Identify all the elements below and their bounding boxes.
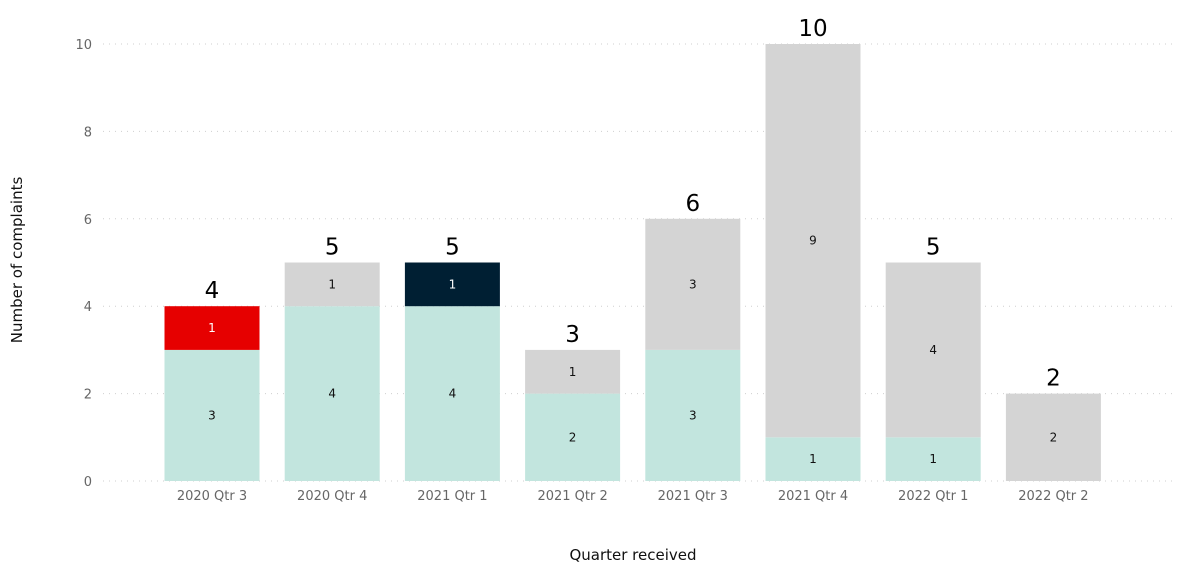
- segment-value-label: 3: [689, 408, 697, 422]
- x-axis-title: Quarter received: [569, 546, 696, 562]
- bar-total-label: 5: [445, 235, 460, 261]
- x-axis-ticks: 2020 Qtr 3 2020 Qtr 4 2021 Qtr 1 2021 Qtr 2…: [177, 489, 1089, 504]
- bar-total-label: 4: [205, 278, 220, 304]
- bar-total-label: 5: [926, 235, 941, 261]
- bar-total-label: 10: [798, 16, 827, 42]
- segment-value-label: 1: [208, 321, 216, 335]
- bar-segment: [164, 349, 260, 481]
- x-tick-label: 2021 Qtr 2: [537, 489, 607, 504]
- bar-segment: [645, 218, 741, 350]
- segment-value-label: 2: [569, 430, 577, 444]
- segment-value-label: 1: [569, 365, 577, 379]
- segment-value-label: 2: [1050, 430, 1058, 444]
- y-tick-label: 8: [84, 125, 92, 140]
- y-tick-label: 4: [84, 300, 92, 315]
- bar-segment: [284, 306, 380, 481]
- gridlines: [103, 43, 1177, 482]
- segment-value-label: 4: [449, 387, 457, 401]
- segment-value-label: 4: [929, 343, 937, 357]
- y-tick-label: 10: [75, 38, 92, 53]
- y-tick-label: 2: [84, 388, 92, 403]
- y-axis-title: Number of complaints: [8, 177, 26, 344]
- x-tick-label: 2021 Qtr 3: [658, 489, 728, 504]
- bar-segment: [765, 437, 861, 481]
- bar-total-label: 2: [1046, 366, 1061, 392]
- x-tick-label: 2021 Qtr 4: [778, 489, 848, 504]
- bar-segment: [885, 437, 981, 481]
- x-tick-label: 2020 Qtr 3: [177, 489, 247, 504]
- bar-segment: [645, 349, 741, 481]
- segment-value-label: 1: [328, 277, 336, 291]
- bar-segment: [404, 306, 500, 481]
- segment-value-label: 4: [328, 387, 336, 401]
- segment-value-label: 3: [689, 277, 697, 291]
- segment-value-label: 1: [449, 277, 457, 291]
- x-tick-label: 2022 Qtr 1: [898, 489, 968, 504]
- x-tick-label: 2022 Qtr 2: [1018, 489, 1088, 504]
- segment-value-label: 1: [929, 452, 937, 466]
- segment-value-label: 1: [809, 452, 817, 466]
- bar-segment: [1005, 393, 1101, 481]
- y-axis-ticks: 0 2 4 6 8 10: [75, 38, 92, 490]
- x-tick-label: 2020 Qtr 4: [297, 489, 367, 504]
- bar-segment: [525, 349, 621, 394]
- y-tick-label: 6: [84, 213, 92, 228]
- y-tick-label: 0: [84, 475, 92, 490]
- bar-segment: [284, 262, 380, 307]
- bar-segment: [164, 306, 260, 350]
- bar-total-label: 3: [565, 322, 580, 348]
- x-tick-label: 2021 Qtr 1: [417, 489, 487, 504]
- bar-segment: [765, 44, 861, 438]
- segment-value-label: 3: [208, 408, 216, 422]
- bar-total-label: 5: [325, 235, 340, 261]
- bar-segment: [404, 262, 500, 307]
- bar-segment: [525, 393, 621, 481]
- bar-total-label: 6: [685, 191, 700, 217]
- segment-value-label: 9: [809, 234, 817, 248]
- bar-segment: [885, 262, 981, 438]
